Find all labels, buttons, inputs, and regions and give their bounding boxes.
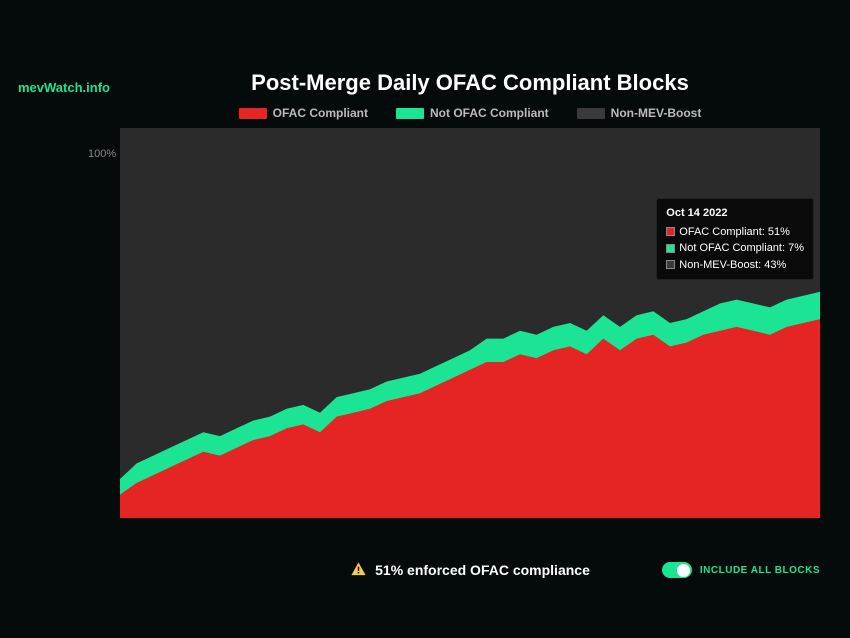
tooltip-label: Not OFAC Compliant: 7%: [679, 240, 804, 257]
legend-label: Non-MEV-Boost: [611, 106, 702, 120]
status-banner: 51% enforced OFAC compliance: [350, 561, 590, 578]
brand-label: mevWatch.info: [18, 80, 110, 95]
legend-item-ofac: OFAC Compliant: [239, 106, 368, 120]
chart-plot: Oct 14 2022 OFAC Compliant: 51% Not OFAC…: [120, 128, 820, 518]
legend-label: Not OFAC Compliant: [430, 106, 549, 120]
area-chart-svg: [120, 128, 820, 518]
legend-label: OFAC Compliant: [273, 106, 368, 120]
legend-item-non-mev: Non-MEV-Boost: [577, 106, 702, 120]
tooltip-label: OFAC Compliant: 51%: [679, 224, 790, 241]
chart-legend: OFAC Compliant Not OFAC Compliant Non-ME…: [120, 106, 820, 120]
tooltip-row: OFAC Compliant: 51%: [666, 224, 804, 241]
y-axis-top-label: 100%: [88, 148, 116, 160]
tooltip-date: Oct 14 2022: [666, 205, 804, 222]
toggle-container: INCLUDE ALL BLOCKS: [662, 562, 820, 578]
tooltip-label: Non-MEV-Boost: 43%: [679, 257, 786, 274]
chart-container: Post-Merge Daily OFAC Compliant Blocks O…: [120, 70, 820, 518]
status-text: 51% enforced OFAC compliance: [375, 562, 590, 578]
chart-footer: 51% enforced OFAC compliance INCLUDE ALL…: [120, 561, 820, 578]
chart-tooltip: Oct 14 2022 OFAC Compliant: 51% Not OFAC…: [656, 198, 814, 280]
tooltip-swatch: [666, 244, 675, 253]
tooltip-swatch: [666, 227, 675, 236]
legend-swatch: [396, 108, 424, 119]
legend-swatch: [239, 108, 267, 119]
tooltip-row: Non-MEV-Boost: 43%: [666, 257, 804, 274]
chart-title: Post-Merge Daily OFAC Compliant Blocks: [120, 70, 820, 96]
include-all-blocks-toggle[interactable]: [662, 562, 692, 578]
tooltip-swatch: [666, 260, 675, 269]
toggle-label: INCLUDE ALL BLOCKS: [700, 565, 820, 576]
warning-icon: [350, 561, 367, 578]
tooltip-row: Not OFAC Compliant: 7%: [666, 240, 804, 257]
legend-swatch: [577, 108, 605, 119]
legend-item-not-ofac: Not OFAC Compliant: [396, 106, 549, 120]
